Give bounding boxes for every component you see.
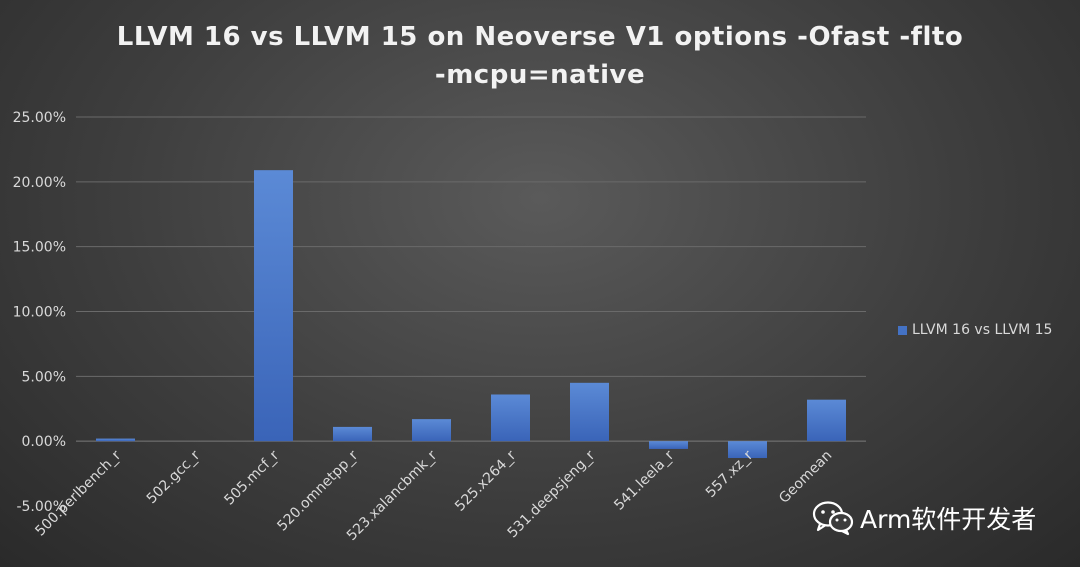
y-tick-label: 20.00% — [13, 175, 66, 191]
x-axis-ticks: 500.perlbench_r 502.gcc_r 505.mcf_r520.omn… — [32, 447, 835, 544]
gridlines — [76, 116, 866, 442]
bar-541.leela_r — [649, 441, 688, 449]
y-tick-label: 0.00% — [22, 434, 66, 450]
x-tick-label: Geomean — [776, 448, 835, 507]
bars — [96, 170, 846, 459]
x-tick-label: 502.gcc_r — [144, 447, 204, 507]
bar-557.xz_r — [728, 441, 767, 459]
x-tick-label: 541.leela_r — [611, 447, 677, 513]
chart-title-line-1: LLVM 16 vs LLVM 15 on Neoverse V1 option… — [116, 22, 964, 52]
legend: LLVM 16 vs LLVM 15 — [898, 322, 1052, 338]
watermark: Arm软件开发者 — [812, 500, 1036, 536]
legend-label: LLVM 16 vs LLVM 15 — [912, 322, 1053, 338]
bar-520.omnetpp_r — [333, 426, 372, 442]
legend-swatch — [898, 325, 907, 335]
x-tick-label: 531.deepsjeng_r — [505, 447, 599, 541]
bar-Geomean — [807, 399, 846, 442]
y-tick-label: 5.00% — [22, 369, 66, 385]
x-tick-label: 520.omnetpp_r — [274, 447, 361, 534]
y-axis-ticks: 25.00% 20.00% 15.00% 10.00% 5.00% 0.00% -5.00% — [13, 110, 66, 515]
bar-531.deepsjeng_r — [570, 382, 609, 442]
x-tick-label: 523.xalancbmk_r — [344, 447, 441, 544]
x-tick-label: 525.x264_r — [452, 447, 519, 514]
x-tick-label: 500.perlbench_r — [32, 447, 124, 539]
y-tick-label: 15.00% — [13, 240, 66, 256]
bar-500.perlbench_r — [96, 438, 135, 442]
bar-525.x264_r — [491, 394, 530, 442]
bar-523.xalancbmk_r — [412, 419, 451, 442]
x-tick-label: 505.mcf_r — [221, 447, 282, 508]
wechat-icon — [812, 501, 854, 536]
y-tick-label: 25.00% — [13, 110, 66, 126]
y-tick-label: -5.00% — [16, 499, 66, 515]
chart-title-line-2: -mcpu=native — [434, 60, 646, 90]
y-tick-label: 10.00% — [13, 305, 66, 321]
watermark-text: Arm软件开发者 — [860, 505, 1037, 534]
bar-505.mcf_r — [254, 170, 293, 442]
